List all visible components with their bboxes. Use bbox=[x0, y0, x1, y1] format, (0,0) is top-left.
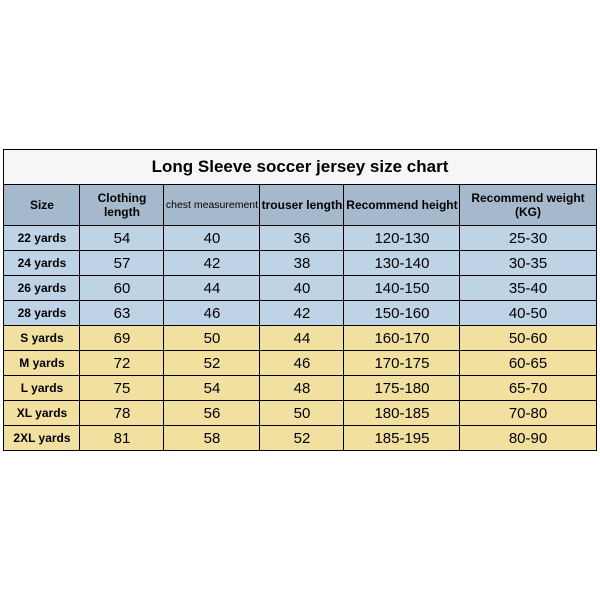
table-body: 22 yards544036120-13025-3024 yards574238… bbox=[4, 226, 596, 451]
cell: 80-90 bbox=[460, 426, 596, 451]
cell: 46 bbox=[260, 351, 344, 376]
cell: 65-70 bbox=[460, 376, 596, 401]
col-recommend-weight: Recommend weight (KG) bbox=[460, 185, 596, 226]
cell: 72 bbox=[80, 351, 164, 376]
col-clothing-length: Clothing length bbox=[80, 185, 164, 226]
cell: 180-185 bbox=[344, 401, 460, 426]
cell: 63 bbox=[80, 301, 164, 326]
cell: 50-60 bbox=[460, 326, 596, 351]
cell: 50 bbox=[260, 401, 344, 426]
cell: 140-150 bbox=[344, 276, 460, 301]
cell: 56 bbox=[164, 401, 260, 426]
cell: 40 bbox=[164, 226, 260, 251]
cell: 38 bbox=[260, 251, 344, 276]
cell: 50 bbox=[164, 326, 260, 351]
title-row: Long Sleeve soccer jersey size chart bbox=[4, 150, 596, 185]
cell: 42 bbox=[164, 251, 260, 276]
col-recommend-height: Recommend height bbox=[344, 185, 460, 226]
cell: 40 bbox=[260, 276, 344, 301]
cell: 42 bbox=[260, 301, 344, 326]
cell: 44 bbox=[260, 326, 344, 351]
cell: 69 bbox=[80, 326, 164, 351]
cell: 30-35 bbox=[460, 251, 596, 276]
cell: 52 bbox=[260, 426, 344, 451]
size-chart-table: Long Sleeve soccer jersey size chart Siz… bbox=[3, 149, 596, 451]
page: Long Sleeve soccer jersey size chart Siz… bbox=[0, 0, 600, 600]
table-row: L yards755448175-18065-70 bbox=[4, 376, 596, 401]
cell: 78 bbox=[80, 401, 164, 426]
col-trouser-length: trouser length bbox=[260, 185, 344, 226]
cell: 28 yards bbox=[4, 301, 80, 326]
cell: 175-180 bbox=[344, 376, 460, 401]
table-row: 22 yards544036120-13025-30 bbox=[4, 226, 596, 251]
cell: 57 bbox=[80, 251, 164, 276]
cell: 25-30 bbox=[460, 226, 596, 251]
cell: 40-50 bbox=[460, 301, 596, 326]
table-row: 26 yards604440140-15035-40 bbox=[4, 276, 596, 301]
cell: 54 bbox=[164, 376, 260, 401]
chart-title: Long Sleeve soccer jersey size chart bbox=[4, 150, 596, 185]
cell: 150-160 bbox=[344, 301, 460, 326]
cell: XL yards bbox=[4, 401, 80, 426]
cell: L yards bbox=[4, 376, 80, 401]
cell: 60 bbox=[80, 276, 164, 301]
header-row: Size Clothing length chest measurement t… bbox=[4, 185, 596, 226]
cell: 44 bbox=[164, 276, 260, 301]
cell: 52 bbox=[164, 351, 260, 376]
table-row: S yards695044160-17050-60 bbox=[4, 326, 596, 351]
cell: 22 yards bbox=[4, 226, 80, 251]
cell: 160-170 bbox=[344, 326, 460, 351]
col-chest: chest measurement bbox=[164, 185, 260, 226]
cell: 170-175 bbox=[344, 351, 460, 376]
cell: 54 bbox=[80, 226, 164, 251]
col-size: Size bbox=[4, 185, 80, 226]
cell: 46 bbox=[164, 301, 260, 326]
cell: 75 bbox=[80, 376, 164, 401]
cell: M yards bbox=[4, 351, 80, 376]
table-row: 28 yards634642150-16040-50 bbox=[4, 301, 596, 326]
cell: 81 bbox=[80, 426, 164, 451]
table-row: 2XL yards815852185-19580-90 bbox=[4, 426, 596, 451]
cell: 48 bbox=[260, 376, 344, 401]
cell: 185-195 bbox=[344, 426, 460, 451]
cell: 60-65 bbox=[460, 351, 596, 376]
cell: 24 yards bbox=[4, 251, 80, 276]
cell: 36 bbox=[260, 226, 344, 251]
cell: 35-40 bbox=[460, 276, 596, 301]
table-row: M yards725246170-17560-65 bbox=[4, 351, 596, 376]
cell: 70-80 bbox=[460, 401, 596, 426]
cell: 120-130 bbox=[344, 226, 460, 251]
cell: 130-140 bbox=[344, 251, 460, 276]
table-row: 24 yards574238130-14030-35 bbox=[4, 251, 596, 276]
table-row: XL yards785650180-18570-80 bbox=[4, 401, 596, 426]
cell: S yards bbox=[4, 326, 80, 351]
cell: 58 bbox=[164, 426, 260, 451]
cell: 26 yards bbox=[4, 276, 80, 301]
cell: 2XL yards bbox=[4, 426, 80, 451]
